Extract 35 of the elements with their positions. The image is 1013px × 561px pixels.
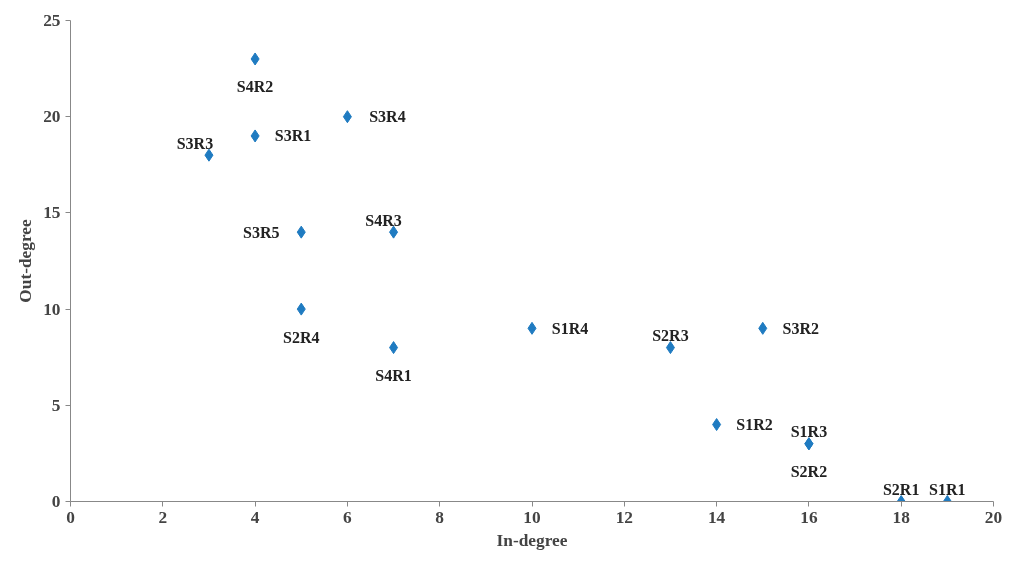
x-tick-label: 10	[523, 507, 541, 527]
y-tick-label: 10	[43, 299, 61, 319]
data-label: S1R2	[736, 416, 773, 434]
data-label: S4R1	[375, 367, 412, 385]
y-tick-label: 15	[43, 203, 61, 223]
data-label: S1R1	[929, 481, 966, 498]
data-label: S2R1	[882, 481, 920, 498]
x-axis-title: In-degree	[496, 530, 568, 550]
y-axis-title: Out-degree	[16, 218, 36, 303]
x-tick-label: 14	[707, 507, 726, 527]
data-label: S1R4	[551, 319, 589, 337]
y-tick-label: 20	[43, 107, 61, 127]
data-label: S2R2	[790, 463, 828, 481]
x-tick-label: 2	[158, 507, 168, 527]
data-label: S3R2	[782, 319, 819, 337]
x-tick-label: 18	[892, 507, 911, 527]
x-tick-label: 12	[615, 507, 633, 527]
data-label: S3R1	[274, 127, 312, 145]
data-label: S2R4	[283, 328, 320, 346]
y-tick-label: 5	[51, 395, 61, 415]
x-tick-label: 8	[435, 507, 445, 527]
x-tick-label: 4	[250, 507, 260, 527]
data-label: S3R4	[369, 108, 406, 126]
y-tick-label: 0	[51, 492, 61, 511]
x-tick-label: 6	[343, 507, 353, 527]
data-label: S1R3	[790, 423, 828, 441]
data-label: S3R3	[176, 134, 214, 152]
x-tick-label: 20	[984, 507, 1003, 527]
data-label: S2R3	[652, 327, 689, 345]
y-tick-label: 25	[43, 11, 61, 30]
x-tick-label: 0	[66, 507, 75, 527]
x-tick-label: 16	[800, 507, 818, 527]
data-label: S4R2	[236, 78, 274, 96]
data-label: S3R5	[243, 223, 280, 241]
data-label: S4R3	[365, 211, 402, 229]
